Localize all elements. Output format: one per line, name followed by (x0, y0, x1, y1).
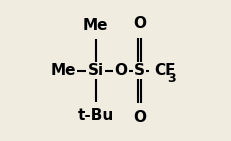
Text: Si: Si (88, 63, 104, 78)
Text: O: O (115, 63, 128, 78)
Text: O: O (133, 110, 146, 125)
Text: CF: CF (154, 63, 176, 78)
Text: Me: Me (83, 18, 109, 33)
Text: 3: 3 (167, 72, 176, 85)
Text: Me: Me (51, 63, 76, 78)
Text: O: O (133, 16, 146, 31)
Text: S: S (134, 63, 145, 78)
Text: t-Bu: t-Bu (78, 108, 114, 123)
